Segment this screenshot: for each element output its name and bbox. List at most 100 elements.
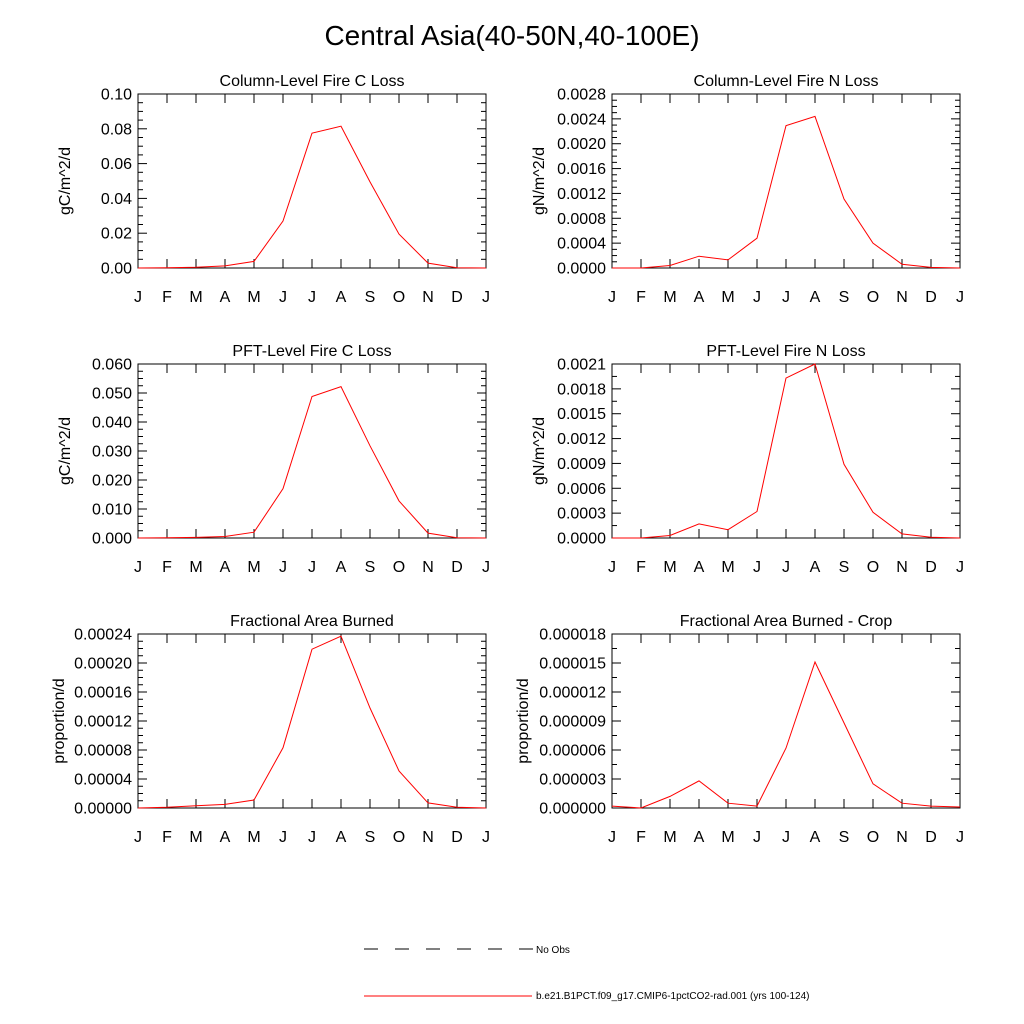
y-tick-label: 0.0004 [557, 236, 606, 253]
x-tick-label: N [422, 829, 434, 846]
x-tick-label: J [482, 559, 490, 576]
x-tick-label: F [162, 559, 172, 576]
series-line [612, 363, 961, 539]
y-tick-label: 0.04 [101, 191, 132, 208]
x-tick-label: J [308, 289, 316, 306]
x-tick-label: J [782, 289, 790, 306]
chart-panel-5: Fractional Area Burned proportion/d 0.0000… [51, 613, 490, 846]
x-tick-label: J [956, 559, 964, 576]
y-tick-label: 0.000009 [539, 714, 606, 731]
x-tick-label: N [422, 559, 434, 576]
y-tick-label: 0.060 [92, 357, 132, 374]
x-tick-label: O [867, 829, 879, 846]
y-tick-label: 0.010 [92, 502, 132, 519]
series-line [137, 635, 487, 809]
legend-label-no-obs: No Obs [536, 945, 570, 956]
y-tick-label: 0.040 [92, 415, 132, 432]
y-tick-label: 0.0012 [557, 431, 606, 448]
plot-frame [611, 363, 961, 539]
x-tick-label: M [721, 829, 734, 846]
x-tick-label: A [220, 829, 231, 846]
x-tick-label: J [482, 289, 490, 306]
page-title: Central Asia(40-50N,40-100E) [324, 20, 700, 51]
x-tick-label: J [956, 829, 964, 846]
y-tick-label: 0.10 [101, 87, 132, 104]
plot-frame [137, 363, 487, 539]
y-axis-label: proportion/d [515, 678, 532, 763]
x-tick-label: M [189, 559, 202, 576]
y-axis-label: gC/m^2/d [57, 417, 74, 485]
y-tick-label: 0.0016 [557, 161, 606, 178]
x-tick-label: A [336, 559, 347, 576]
y-tick-label: 0.000003 [539, 772, 606, 789]
x-tick-label: D [451, 289, 463, 306]
x-tick-label: D [925, 829, 937, 846]
x-tick-label: S [839, 289, 850, 306]
chart-panel-6: Fractional Area Burned - Crop proportion/… [515, 613, 964, 846]
y-tick-label: 0.00 [101, 261, 132, 278]
chart-panel-4: PFT-Level Fire N Loss gN/m^2/d 0.0000 0.000… [531, 343, 964, 576]
x-tick-label: S [839, 559, 850, 576]
legend: No Obs b.e21.B1PCT.f09_g17.CMIP6-1pctCO2-… [364, 945, 809, 1002]
x-tick-label: N [896, 289, 908, 306]
y-axis-label: gC/m^2/d [57, 147, 74, 215]
x-tick-label: F [636, 289, 646, 306]
x-tick-label: S [839, 829, 850, 846]
x-tick-label: J [956, 289, 964, 306]
y-tick-label: 0.0018 [557, 381, 606, 398]
x-tick-label: J [753, 559, 761, 576]
x-tick-label: J [482, 829, 490, 846]
y-tick-label: 0.00004 [74, 772, 132, 789]
x-tick-label: S [365, 559, 376, 576]
y-tick-label: 0.000018 [539, 627, 606, 644]
x-tick-label: O [393, 289, 405, 306]
y-tick-label: 0.0000 [557, 261, 606, 278]
y-tick-label: 0.0009 [557, 456, 606, 473]
x-tick-label: J [782, 829, 790, 846]
y-tick-label: 0.0000 [557, 531, 606, 548]
y-tick-label: 0.00000 [74, 801, 132, 818]
x-tick-label: A [336, 829, 347, 846]
y-axis-label: gN/m^2/d [531, 147, 548, 215]
x-tick-label: O [867, 559, 879, 576]
y-tick-label: 0.0021 [557, 357, 606, 374]
x-tick-label: A [694, 829, 705, 846]
plot-frame [611, 633, 961, 809]
x-tick-label: N [896, 559, 908, 576]
panel-title: PFT-Level Fire C Loss [232, 343, 391, 360]
panel-title: Fractional Area Burned [230, 613, 394, 630]
x-tick-label: F [636, 559, 646, 576]
plot-frame [137, 633, 487, 809]
x-tick-label: M [663, 289, 676, 306]
x-tick-label: D [451, 829, 463, 846]
x-tick-label: M [247, 289, 260, 306]
plot-frame [611, 93, 961, 269]
x-tick-label: M [721, 289, 734, 306]
y-tick-label: 0.00008 [74, 743, 132, 760]
series-line [612, 115, 961, 269]
x-tick-label: J [608, 289, 616, 306]
chart-panel-1: Column-Level Fire C Loss gC/m^2/d 0.00 0.02… [57, 73, 490, 306]
x-tick-label: J [134, 289, 142, 306]
x-tick-label: F [162, 829, 172, 846]
y-tick-label: 0.08 [101, 121, 132, 138]
x-tick-label: M [247, 559, 260, 576]
y-tick-label: 0.000000 [539, 801, 606, 818]
x-tick-label: N [422, 289, 434, 306]
series-line [137, 385, 487, 539]
y-tick-label: 0.030 [92, 444, 132, 461]
x-tick-label: J [608, 829, 616, 846]
y-tick-label: 0.0012 [557, 186, 606, 203]
x-tick-label: F [162, 289, 172, 306]
y-tick-label: 0.00016 [74, 685, 132, 702]
x-tick-label: A [694, 559, 705, 576]
x-tick-label: O [393, 829, 405, 846]
x-tick-label: J [308, 559, 316, 576]
x-tick-label: O [393, 559, 405, 576]
x-tick-label: M [663, 559, 676, 576]
y-tick-label: 0.0003 [557, 506, 606, 523]
x-tick-label: N [896, 829, 908, 846]
chart-panel-2: Column-Level Fire N Loss gN/m^2/d 0.0000 0.… [531, 73, 964, 306]
panel-title: Column-Level Fire N Loss [694, 73, 879, 90]
